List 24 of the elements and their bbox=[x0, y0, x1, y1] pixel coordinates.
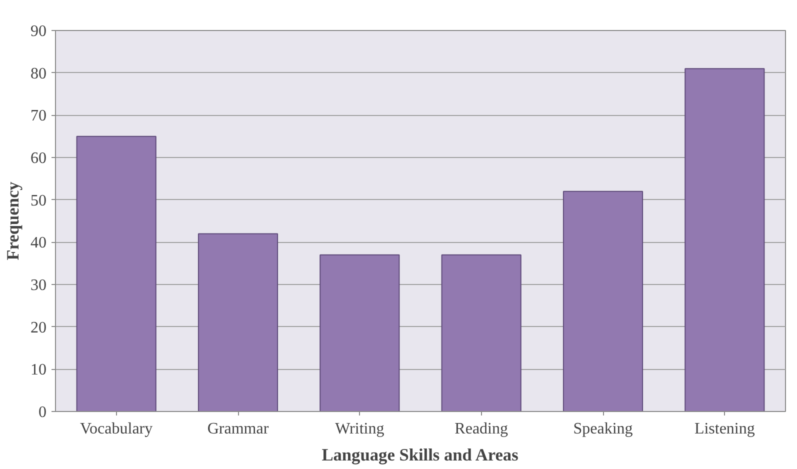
x-axis-title: Language Skills and Areas bbox=[322, 446, 519, 464]
x-tick-label: Vocabulary bbox=[80, 420, 153, 438]
bar bbox=[320, 254, 400, 412]
x-tick-label: Writing bbox=[335, 420, 384, 438]
bar bbox=[441, 254, 522, 412]
y-tick-label: 40 bbox=[30, 234, 46, 252]
y-tick-label: 20 bbox=[30, 319, 46, 336]
x-tick-label: Speaking bbox=[573, 420, 633, 438]
bar bbox=[562, 190, 644, 412]
y-tick-label: 60 bbox=[30, 150, 46, 167]
x-tick-label: Grammar bbox=[207, 420, 270, 438]
y-tick-label: 10 bbox=[30, 362, 46, 379]
x-tick-label: Reading bbox=[454, 420, 508, 438]
bar bbox=[198, 233, 278, 412]
y-tick-label: 90 bbox=[30, 23, 46, 40]
y-tick-label: 30 bbox=[30, 277, 46, 294]
y-tick-label: 0 bbox=[38, 404, 46, 421]
y-axis-title: Frequency bbox=[4, 181, 22, 260]
y-tick-label: 50 bbox=[30, 192, 46, 210]
bar bbox=[76, 136, 156, 412]
x-tick-label: Listening bbox=[694, 420, 755, 438]
bar bbox=[684, 68, 765, 412]
y-tick-label: 70 bbox=[30, 108, 46, 125]
y-tick-label: 80 bbox=[30, 65, 46, 82]
